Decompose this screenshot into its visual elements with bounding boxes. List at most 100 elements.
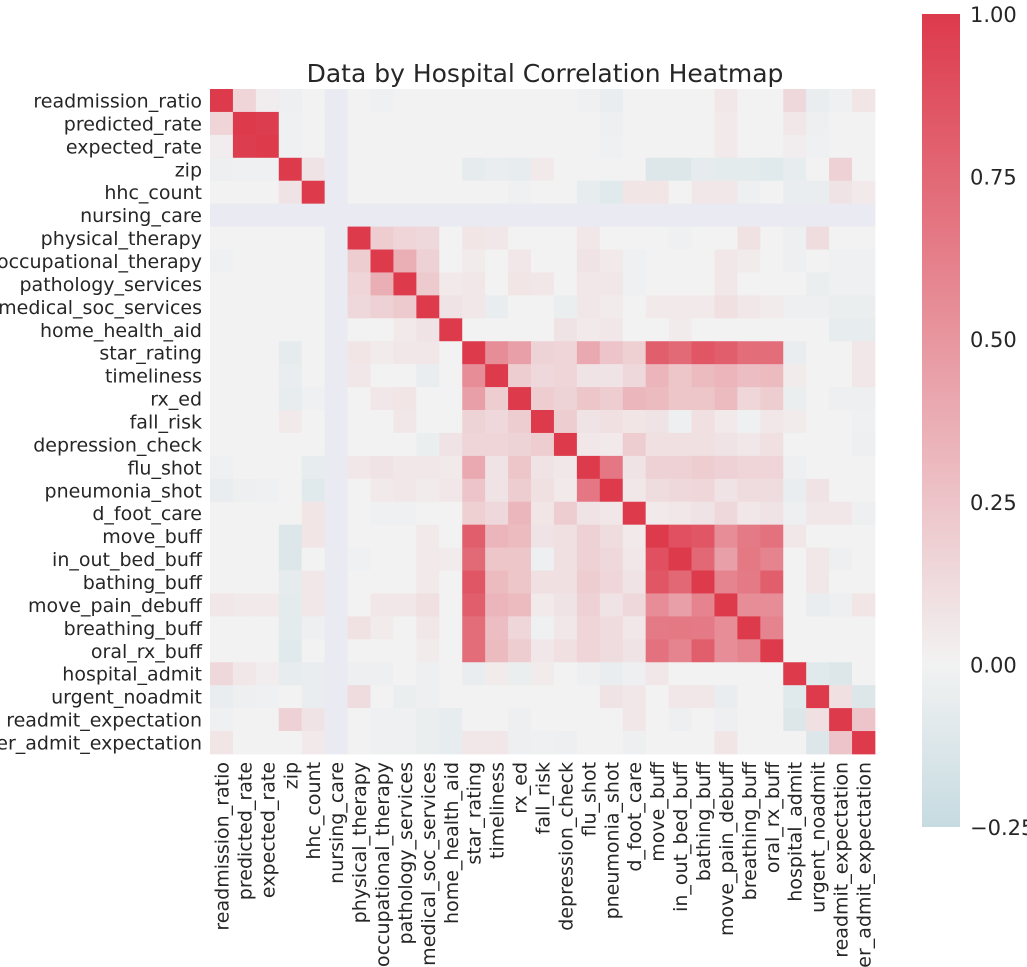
heatmap-cell: [232, 226, 257, 250]
heatmap-cell: [393, 387, 417, 411]
heatmap-cell: [508, 295, 532, 319]
heatmap-cell: [829, 364, 853, 388]
heatmap-cell: [278, 478, 303, 503]
heatmap-cell: [278, 226, 303, 250]
heatmap-cell: [829, 524, 853, 548]
heatmap-cell: [439, 455, 463, 480]
heatmap-cell: [278, 731, 303, 755]
heatmap-cell: [485, 501, 509, 526]
heatmap-cell: [462, 616, 486, 640]
heatmap-cell: [645, 249, 669, 273]
heatmap-cell: [852, 570, 876, 594]
x-tick-label: er_admit_expectation: [854, 762, 876, 967]
heatmap-cell: [806, 708, 830, 732]
heatmap-cell: [393, 89, 417, 113]
heatmap-cell: [462, 570, 486, 594]
heatmap-cell: [576, 455, 601, 480]
heatmap-cell: [301, 685, 326, 709]
heatmap-cell: [393, 616, 417, 640]
heatmap-cell: [645, 341, 669, 365]
heatmap-cell: [255, 524, 280, 548]
heatmap-cell: [852, 89, 876, 113]
heatmap-cell: [255, 203, 280, 227]
heatmap-cell: [278, 157, 303, 182]
heatmap-cell: [829, 662, 853, 686]
heatmap-cell: [852, 203, 876, 227]
heatmap-cell: [576, 570, 601, 594]
heatmap-cell: [829, 708, 853, 732]
heatmap-cell: [691, 432, 715, 457]
heatmap-cell: [485, 272, 509, 296]
heatmap-cell: [599, 226, 624, 250]
heatmap-cell: [599, 318, 624, 342]
heatmap-cell: [622, 570, 647, 594]
heatmap-cell: [829, 226, 853, 250]
heatmap-cell: [806, 180, 830, 205]
heatmap-cell: [278, 203, 303, 227]
heatmap-cell: [668, 662, 692, 686]
heatmap-cell: [416, 203, 440, 227]
heatmap-cell: [806, 387, 830, 411]
heatmap-cell: [806, 249, 830, 273]
heatmap-cell: [508, 708, 532, 732]
heatmap-cell: [278, 134, 303, 159]
y-tick-label: fall_risk: [130, 411, 202, 433]
heatmap-cell: [485, 547, 509, 571]
heatmap-cell: [485, 387, 509, 411]
heatmap-cell: [347, 501, 371, 526]
heatmap-cell: [232, 547, 257, 571]
y-tick-label: zip: [175, 159, 202, 181]
heatmap-cell: [737, 524, 761, 548]
heatmap-cell: [301, 616, 326, 640]
heatmap-cell: [668, 547, 692, 571]
heatmap-cell: [714, 318, 738, 342]
heatmap-cell: [668, 616, 692, 640]
heatmap-cell: [553, 341, 578, 365]
heatmap-cell: [462, 708, 486, 732]
heatmap-cell: [622, 89, 647, 113]
heatmap-cell: [416, 111, 440, 136]
heatmap-cell: [806, 501, 830, 526]
heatmap-cell: [760, 685, 784, 709]
x-tick-label: move_buff: [647, 761, 669, 862]
heatmap-cell: [508, 387, 532, 411]
heatmap-cell: [760, 432, 784, 457]
heatmap-cell: [485, 364, 509, 388]
heatmap-cell: [576, 226, 601, 250]
heatmap-cell: [278, 410, 303, 434]
heatmap-cell: [370, 272, 394, 296]
heatmap-cell: [485, 226, 509, 250]
heatmap-cell: [714, 662, 738, 686]
heatmap-cell: [439, 180, 463, 205]
heatmap-cell: [278, 455, 303, 480]
heatmap-cell: [737, 708, 761, 732]
heatmap-cell: [576, 364, 601, 388]
x-tick-label: hospital_admit: [785, 762, 807, 902]
heatmap-cell: [553, 478, 578, 503]
heatmap-cell: [622, 593, 647, 617]
heatmap-cell: [806, 524, 830, 548]
heatmap-cell: [210, 295, 234, 319]
heatmap-cell: [783, 455, 807, 480]
heatmap-cell: [232, 501, 257, 526]
heatmap-cell: [852, 226, 876, 250]
heatmap-cell: [370, 226, 394, 250]
heatmap-cell: [462, 410, 486, 434]
heatmap-cell: [852, 111, 876, 136]
heatmap-cell: [806, 547, 830, 571]
heatmap-cell: [691, 731, 715, 755]
heatmap-cell: [347, 249, 371, 273]
heatmap-cell: [806, 364, 830, 388]
x-tick-label: rx_ed: [510, 762, 532, 814]
y-tick-label: physical_therapy: [41, 228, 202, 250]
heatmap-cell: [714, 685, 738, 709]
heatmap-cell: [852, 731, 876, 755]
heatmap-cell: [278, 685, 303, 709]
heatmap-cell: [760, 570, 784, 594]
heatmap-cell: [760, 731, 784, 755]
heatmap-cell: [714, 455, 738, 480]
heatmap-cell: [439, 410, 463, 434]
heatmap-cell: [829, 478, 853, 503]
heatmap-cell: [439, 524, 463, 548]
heatmap-cell: [576, 249, 601, 273]
